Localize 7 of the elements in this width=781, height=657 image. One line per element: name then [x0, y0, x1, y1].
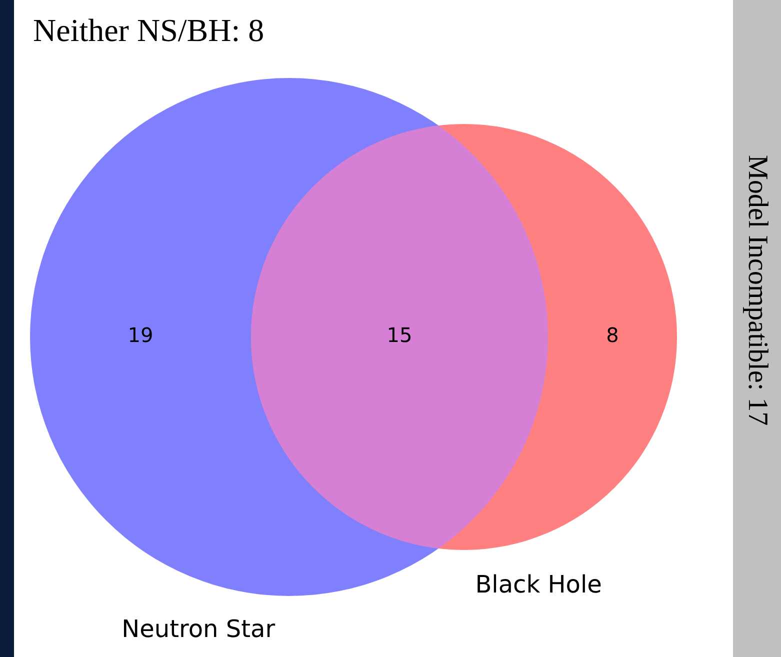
text: Model Incompatible: 17	[741, 155, 773, 426]
data-label: 8	[606, 323, 619, 348]
data-label: 19	[128, 323, 154, 348]
category-label: Black Hole	[475, 570, 602, 598]
text: Neither NS/BH: 8	[33, 12, 264, 49]
category-label: Neutron Star	[122, 615, 276, 644]
data-label: 15	[386, 323, 412, 348]
